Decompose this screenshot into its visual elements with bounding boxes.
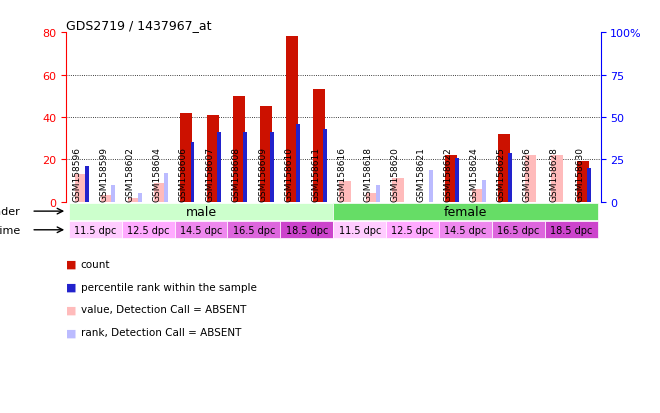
Bar (137, 194, 141, 202)
Text: GSM158624: GSM158624 (470, 147, 479, 202)
Bar (551, 156, 563, 202)
Bar (101, 196, 113, 202)
Text: 11.5 dpc: 11.5 dpc (74, 225, 116, 235)
Text: GSM158602: GSM158602 (126, 147, 135, 202)
Text: GSM158626: GSM158626 (523, 147, 532, 202)
Bar (217, 133, 221, 202)
Text: rank, Detection Call = ABSENT: rank, Detection Call = ABSENT (81, 328, 241, 337)
Text: 18.5 dpc: 18.5 dpc (550, 225, 593, 235)
FancyBboxPatch shape (69, 203, 333, 220)
Bar (286, 37, 298, 202)
Bar (429, 170, 433, 202)
Text: ■: ■ (66, 282, 77, 292)
Text: 12.5 dpc: 12.5 dpc (127, 225, 170, 235)
Bar (445, 156, 457, 202)
Bar (234, 97, 246, 202)
Text: GSM158607: GSM158607 (205, 147, 214, 202)
Bar (207, 116, 219, 202)
Text: GSM158628: GSM158628 (549, 147, 558, 202)
Text: GSM158630: GSM158630 (576, 147, 585, 202)
Bar (313, 90, 325, 202)
FancyBboxPatch shape (280, 222, 333, 239)
Text: GSM158616: GSM158616 (337, 147, 346, 202)
Text: GSM158606: GSM158606 (179, 147, 187, 202)
Text: GSM158596: GSM158596 (73, 147, 82, 202)
Bar (498, 135, 510, 202)
Text: ■: ■ (66, 328, 77, 337)
Text: GSM158621: GSM158621 (417, 147, 426, 202)
Bar (127, 198, 139, 202)
Bar (508, 153, 512, 202)
Text: GSM158618: GSM158618 (364, 147, 373, 202)
Text: 16.5 dpc: 16.5 dpc (498, 225, 540, 235)
Text: 12.5 dpc: 12.5 dpc (391, 225, 434, 235)
FancyBboxPatch shape (228, 222, 280, 239)
Text: GSM158609: GSM158609 (258, 147, 267, 202)
Bar (339, 181, 351, 202)
Bar (154, 183, 166, 202)
Bar (482, 180, 486, 202)
Bar (525, 156, 537, 202)
FancyBboxPatch shape (333, 222, 386, 239)
Text: GSM158599: GSM158599 (100, 147, 108, 202)
Bar (75, 175, 86, 202)
Text: ■: ■ (66, 305, 77, 315)
Text: value, Detection Call = ABSENT: value, Detection Call = ABSENT (81, 305, 246, 315)
Bar (164, 173, 168, 202)
Text: GSM158608: GSM158608 (232, 147, 241, 202)
Bar (323, 130, 327, 202)
Text: gender: gender (0, 206, 20, 216)
Text: male: male (185, 205, 216, 218)
Text: female: female (444, 205, 487, 218)
FancyBboxPatch shape (545, 222, 598, 239)
Bar (260, 107, 272, 202)
FancyBboxPatch shape (121, 222, 174, 239)
Bar (472, 190, 484, 202)
Text: count: count (81, 259, 110, 269)
FancyBboxPatch shape (386, 222, 439, 239)
Text: 18.5 dpc: 18.5 dpc (286, 225, 328, 235)
Bar (578, 162, 589, 202)
Bar (270, 133, 274, 202)
Bar (111, 185, 115, 202)
Bar (455, 158, 459, 202)
FancyBboxPatch shape (439, 222, 492, 239)
Bar (376, 185, 379, 202)
Text: GSM158620: GSM158620 (391, 147, 399, 202)
Text: 16.5 dpc: 16.5 dpc (233, 225, 275, 235)
Bar (180, 114, 192, 202)
Text: 11.5 dpc: 11.5 dpc (339, 225, 381, 235)
Text: 14.5 dpc: 14.5 dpc (444, 225, 487, 235)
FancyBboxPatch shape (492, 222, 545, 239)
FancyBboxPatch shape (174, 222, 228, 239)
Bar (191, 143, 195, 202)
Text: percentile rank within the sample: percentile rank within the sample (81, 282, 256, 292)
Text: GSM158604: GSM158604 (152, 147, 161, 202)
Text: 14.5 dpc: 14.5 dpc (180, 225, 222, 235)
Text: GSM158625: GSM158625 (496, 147, 506, 202)
Bar (392, 179, 404, 202)
Text: time: time (0, 225, 20, 235)
Bar (366, 194, 378, 202)
Bar (84, 167, 88, 202)
FancyBboxPatch shape (69, 222, 121, 239)
Text: GSM158610: GSM158610 (284, 147, 294, 202)
Bar (296, 124, 300, 202)
Text: GSM158622: GSM158622 (444, 147, 452, 202)
Bar (244, 133, 248, 202)
Text: ■: ■ (66, 259, 77, 269)
FancyBboxPatch shape (333, 203, 598, 220)
Text: GSM158611: GSM158611 (311, 147, 320, 202)
Text: GDS2719 / 1437967_at: GDS2719 / 1437967_at (66, 19, 211, 32)
Bar (587, 169, 591, 202)
